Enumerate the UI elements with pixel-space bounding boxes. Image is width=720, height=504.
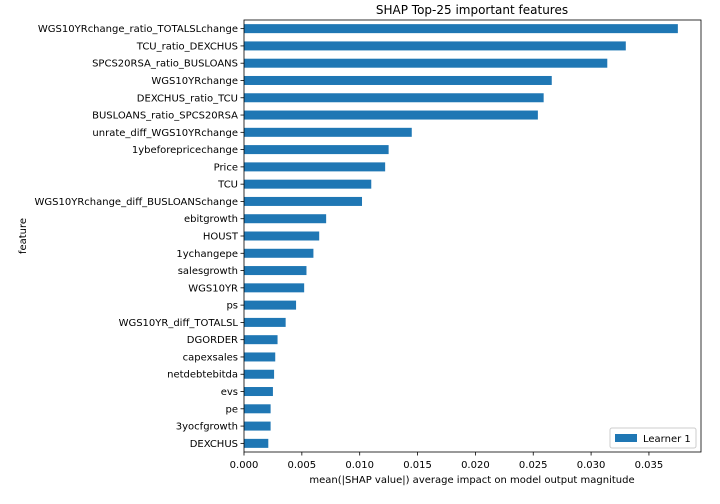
y-tick-label: BUSLOANS_ratio_SPCS20RSA (92, 111, 238, 122)
y-tick-label: WGS10YRchange_ratio_TOTALSLchange (38, 24, 238, 35)
bar-1ybeforepricechange (244, 145, 389, 155)
y-tick-label: 1ybeforepricechange (132, 145, 238, 156)
y-tick-label: SPCS20RSA_ratio_BUSLOANS (92, 59, 238, 70)
y-tick-label: HOUST (203, 232, 239, 243)
x-tick-label: 0.025 (519, 460, 548, 471)
bar-BUSLOANS_ratio_SPCS20RSA (244, 110, 538, 120)
bar-salesgrowth (244, 266, 307, 276)
bar-unrate_diff_WGS10YRchange (244, 127, 412, 137)
bar-DEXCHUS_ratio_TCU (244, 93, 544, 103)
y-tick-label: capexsales (183, 352, 238, 363)
legend-label: Learner 1 (643, 434, 691, 445)
y-tick-label: Price (214, 162, 238, 173)
bar-WGS10YRchange_diff_BUSLOANSchange (244, 196, 363, 206)
bar-WGS10YRchange (244, 75, 552, 85)
x-tick-label: 0.035 (635, 460, 664, 471)
y-tick-label: TCU (217, 180, 238, 191)
bar-DEXCHUS (244, 438, 269, 448)
chart-title: SHAP Top-25 important features (376, 3, 568, 17)
y-tick-label: pe (226, 404, 239, 415)
y-tick-label: netdebtebitda (167, 370, 238, 381)
y-tick-label: WGS10YRchange (151, 76, 238, 87)
legend: Learner 1 (609, 427, 697, 449)
bar-WGS10YR_diff_TOTALSL (244, 317, 286, 327)
plot-frame (243, 19, 702, 453)
x-tick-label: 0.010 (345, 460, 374, 471)
bar-WGS10YR (244, 283, 305, 293)
bar-DGORDER (244, 335, 278, 345)
x-tick-label: 0.030 (577, 460, 606, 471)
x-axis-label: mean(|SHAP value|) average impact on mod… (309, 475, 634, 486)
bar-3yocfgrowth (244, 421, 271, 431)
y-tick-label: DEXCHUS_ratio_TCU (137, 93, 238, 104)
legend-box (609, 427, 697, 449)
bar-pe (244, 404, 271, 414)
bar-ebitgrowth (244, 214, 327, 224)
y-tick-label: DEXCHUS (190, 439, 238, 450)
x-tick-label: 0.020 (461, 460, 490, 471)
bar-capexsales (244, 352, 276, 362)
bar-evs (244, 387, 273, 397)
x-tick-label: 0.005 (288, 460, 317, 471)
y-tick-label: 3yocfgrowth (176, 422, 238, 433)
legend-swatch (615, 434, 637, 442)
y-tick-label: WGS10YRchange_diff_BUSLOANSchange (35, 197, 239, 208)
y-tick-label: ps (226, 301, 238, 312)
bar-netdebtebitda (244, 369, 275, 379)
y-tick-label: DGORDER (187, 335, 238, 346)
bar-ps (244, 300, 297, 310)
y-axis-label: feature (18, 218, 29, 254)
bar-HOUST (244, 231, 320, 241)
y-tick-labels: WGS10YRchange_ratio_TOTALSLchange TCU_rat… (35, 24, 244, 450)
y-tick-label: unrate_diff_WGS10YRchange (92, 128, 238, 139)
y-tick-label: WGS10YR_diff_TOTALSL (119, 318, 239, 329)
bar-Price (244, 162, 386, 172)
y-tick-label: TCU_ratio_DEXCHUS (136, 41, 238, 52)
bars-group (244, 24, 678, 448)
y-tick-label: 1ychangepe (176, 249, 238, 260)
y-tick-label: ebitgrowth (184, 214, 238, 225)
x-tick-label: 0.000 (230, 460, 259, 471)
y-tick-label: evs (221, 387, 238, 398)
bar-1ychangepe (244, 248, 314, 258)
bar-WGS10YRchange_ratio_TOTALSLchange (244, 24, 678, 34)
bar-SPCS20RSA_ratio_BUSLOANS (244, 58, 608, 68)
y-tick-label: WGS10YR (188, 283, 238, 294)
bar-TCU (244, 179, 372, 189)
bar-TCU_ratio_DEXCHUS (244, 41, 626, 51)
x-tick-label: 0.015 (403, 460, 432, 471)
y-tick-label: salesgrowth (178, 266, 238, 277)
x-ticks: 0.000 0.005 0.010 0.015 0.020 0.025 0.030 0.035 (230, 452, 664, 471)
